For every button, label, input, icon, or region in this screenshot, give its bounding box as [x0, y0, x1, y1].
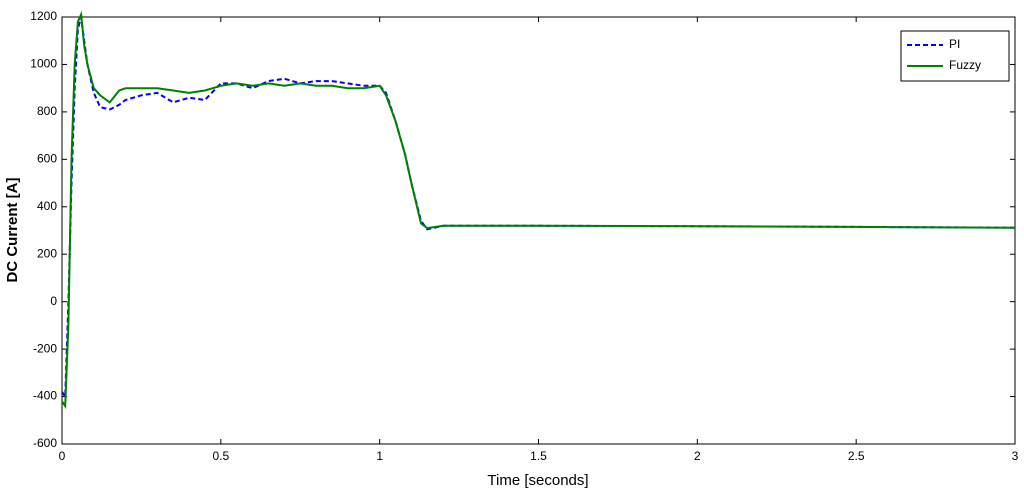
y-tick-label: 600 — [37, 152, 57, 166]
x-tick-label: 1.5 — [530, 449, 547, 463]
y-tick-label: 1200 — [30, 9, 57, 23]
x-tick-label: 2 — [694, 449, 701, 463]
x-tick-label: 0 — [59, 449, 66, 463]
y-tick-label: -200 — [33, 341, 57, 355]
y-tick-label: 800 — [37, 104, 57, 118]
y-tick-label: 400 — [37, 199, 57, 213]
x-tick-label: 1 — [376, 449, 383, 463]
data-line — [61, 16, 1016, 400]
y-tick-label: -600 — [33, 436, 57, 450]
y-tick-label: 1000 — [30, 57, 57, 71]
legend-label: PI — [949, 37, 960, 51]
data-line — [61, 10, 1016, 410]
x-tick-label: 2.5 — [848, 449, 865, 463]
y-tick-label: -400 — [33, 389, 57, 403]
x-tick-label: 3 — [1012, 449, 1019, 463]
plot-area — [61, 16, 1016, 445]
y-tick-label: 0 — [50, 294, 57, 308]
y-tick-label: 200 — [37, 246, 57, 260]
x-axis-title: Time [seconds] — [487, 472, 588, 489]
legend-label: Fuzzy — [949, 58, 981, 72]
legend-box — [900, 30, 1010, 82]
y-axis-title: DC Current [A] — [4, 178, 21, 283]
x-tick-label: 0.5 — [212, 449, 229, 463]
